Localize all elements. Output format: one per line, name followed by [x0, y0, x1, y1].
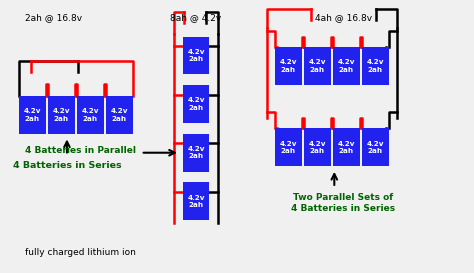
Bar: [304, 47, 331, 85]
Text: 4.2v
2ah: 4.2v 2ah: [53, 108, 70, 122]
Text: 4.2v
2ah: 4.2v 2ah: [366, 60, 384, 73]
Bar: [304, 128, 331, 166]
Bar: [333, 128, 360, 166]
Text: fully charged lithium ion: fully charged lithium ion: [26, 248, 137, 257]
Bar: [182, 182, 210, 220]
Text: 4.2v
2ah: 4.2v 2ah: [187, 146, 205, 159]
Text: 4.2v
2ah: 4.2v 2ah: [309, 60, 326, 73]
Text: 4.2v
2ah: 4.2v 2ah: [24, 108, 41, 122]
Bar: [77, 96, 104, 134]
Text: 4.2v
2ah: 4.2v 2ah: [111, 108, 128, 122]
Text: 4.2v
2ah: 4.2v 2ah: [280, 141, 297, 154]
Text: 4.2v
2ah: 4.2v 2ah: [309, 141, 326, 154]
Text: 4.2v
2ah: 4.2v 2ah: [187, 195, 205, 208]
Text: 4ah @ 16.8v: 4ah @ 16.8v: [315, 13, 372, 22]
Text: 4.2v
2ah: 4.2v 2ah: [337, 141, 355, 154]
Bar: [333, 47, 360, 85]
Text: 2ah @ 16.8v: 2ah @ 16.8v: [25, 13, 82, 22]
Bar: [19, 96, 46, 134]
Bar: [362, 128, 389, 166]
Bar: [182, 134, 210, 172]
Bar: [275, 47, 301, 85]
Bar: [182, 85, 210, 123]
Text: 4 Batteries in Parallel: 4 Batteries in Parallel: [26, 146, 137, 155]
Text: 4.2v
2ah: 4.2v 2ah: [337, 60, 355, 73]
Bar: [362, 47, 389, 85]
Text: 4 Batteries in Series: 4 Batteries in Series: [13, 161, 121, 170]
Bar: [48, 96, 75, 134]
Text: Two Parallel Sets of
4 Batteries in Series: Two Parallel Sets of 4 Batteries in Seri…: [292, 193, 396, 213]
Bar: [182, 37, 210, 74]
Text: 4.2v
2ah: 4.2v 2ah: [187, 97, 205, 111]
Bar: [106, 96, 133, 134]
Text: 4.2v
2ah: 4.2v 2ah: [187, 49, 205, 62]
Text: 4.2v
2ah: 4.2v 2ah: [366, 141, 384, 154]
Bar: [275, 128, 301, 166]
Text: 4.2v
2ah: 4.2v 2ah: [82, 108, 99, 122]
Text: 4.2v
2ah: 4.2v 2ah: [280, 60, 297, 73]
Text: 8ah @ 4.2v: 8ah @ 4.2v: [170, 13, 222, 22]
